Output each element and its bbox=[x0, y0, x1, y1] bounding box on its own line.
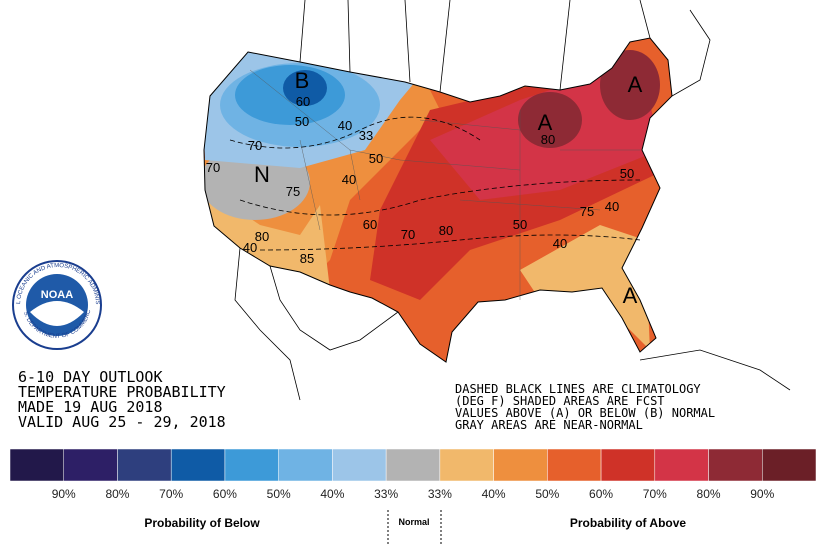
note-line: GRAY AREAS ARE NEAR-NORMAL bbox=[455, 418, 643, 432]
legend-label: 33% bbox=[428, 487, 452, 501]
legend-swatch bbox=[332, 448, 387, 482]
legend-swatch bbox=[493, 448, 548, 482]
contour-label: 80 bbox=[439, 223, 453, 238]
legend-above: Probability of Above bbox=[570, 516, 687, 530]
legend-label: 33% bbox=[374, 487, 398, 501]
contour-label: 80 bbox=[255, 229, 269, 244]
contour-label: 40 bbox=[243, 240, 257, 255]
legend-label: 90% bbox=[52, 487, 76, 501]
contour-label: 50 bbox=[620, 166, 634, 181]
title-line: TEMPERATURE PROBABILITY bbox=[18, 383, 226, 401]
contour-label: N bbox=[254, 162, 270, 187]
title-line: VALID AUG 25 - 29, 2018 bbox=[18, 413, 226, 431]
legend-label: 70% bbox=[643, 487, 667, 501]
legend-swatch bbox=[385, 448, 441, 482]
legend-label: 40% bbox=[320, 487, 344, 501]
contour-label: 40 bbox=[342, 172, 356, 187]
contour-label: A bbox=[628, 72, 643, 97]
note-line: VALUES ABOVE (A) OR BELOW (B) NORMAL bbox=[455, 406, 715, 420]
contour-label: 50 bbox=[513, 217, 527, 232]
legend-swatch bbox=[600, 448, 656, 482]
contour-label: 50 bbox=[295, 114, 309, 129]
legend-swatch bbox=[547, 448, 602, 482]
contour-label: 33 bbox=[359, 128, 373, 143]
legend-label: 60% bbox=[589, 487, 613, 501]
contour-label: 50 bbox=[369, 151, 383, 166]
legend-label: 50% bbox=[267, 487, 291, 501]
legend-swatch bbox=[708, 448, 763, 482]
borders bbox=[234, 0, 791, 401]
logo-ring-top: NATIONAL OCEANIC AND ATMOSPHERIC ADMINIS… bbox=[0, 0, 100, 305]
note-line: (DEG F) SHADED AREAS ARE FCST bbox=[455, 394, 665, 408]
logo-ring-top-path: NATIONAL OCEANIC AND ATMOSPHERIC ADMINIS… bbox=[0, 0, 100, 305]
climatology-lines bbox=[229, 116, 641, 251]
legend-label: 60% bbox=[213, 487, 237, 501]
contour-label: 40 bbox=[553, 236, 567, 251]
title-line: 6-10 DAY OUTLOOK bbox=[18, 368, 163, 386]
contour-label: 40 bbox=[605, 199, 619, 214]
note-line: DASHED BLACK LINES ARE CLIMATOLOGY bbox=[455, 382, 701, 396]
legend-label: 70% bbox=[159, 487, 183, 501]
legend-label: 80% bbox=[105, 487, 129, 501]
legend-swatch bbox=[762, 448, 817, 482]
contour-label: 60 bbox=[363, 217, 377, 232]
legend-swatch bbox=[170, 448, 226, 482]
contour-label: 80 bbox=[541, 132, 555, 147]
contour-label: B bbox=[295, 68, 310, 93]
legend-swatch bbox=[63, 448, 118, 482]
legend-label: 80% bbox=[697, 487, 721, 501]
region-60-below bbox=[283, 70, 327, 106]
legend-swatch bbox=[9, 448, 64, 482]
legend-below: Probability of Below bbox=[144, 516, 260, 530]
legend-label: 50% bbox=[535, 487, 559, 501]
legend-swatch bbox=[439, 448, 494, 482]
logo-gull bbox=[30, 301, 84, 326]
region-southeast-40 bbox=[520, 225, 650, 350]
contour-label: 40 bbox=[338, 118, 352, 133]
legend-swatch bbox=[117, 448, 172, 482]
contour-label: 70 bbox=[206, 160, 220, 175]
noaa-logo: NATIONAL OCEANIC AND ATMOSPHERIC ADMINIS… bbox=[0, 0, 102, 350]
notes-block: DASHED BLACK LINES ARE CLIMATOLOGY(DEG F… bbox=[455, 382, 715, 432]
legend-label: 90% bbox=[750, 487, 774, 501]
region-90-above bbox=[518, 92, 582, 148]
legend: 90% 80% 70% 60% 50% 40% 33% 33% 40% 50% 60% 70% 80% 9… bbox=[9, 448, 817, 501]
shaded-regions bbox=[204, 38, 672, 362]
legend-label: 40% bbox=[482, 487, 506, 501]
title-line: MADE 19 AUG 2018 bbox=[18, 398, 163, 416]
legend-normal: Normal bbox=[398, 517, 429, 527]
contour-label: 75 bbox=[580, 204, 594, 219]
logo-name: NOAA bbox=[41, 289, 73, 301]
region-90-above bbox=[600, 50, 660, 120]
contour-label: A bbox=[538, 110, 553, 135]
contour-label: 70 bbox=[401, 227, 415, 242]
legend-swatch bbox=[278, 448, 333, 482]
contour-label: A bbox=[623, 283, 638, 308]
legend-swatch bbox=[224, 448, 279, 482]
contour-label: 85 bbox=[300, 251, 314, 266]
contour-label: 70 bbox=[248, 138, 262, 153]
contour-label: 75 bbox=[286, 184, 300, 199]
contour-label: 60 bbox=[296, 94, 310, 109]
legend-swatch bbox=[654, 448, 709, 482]
